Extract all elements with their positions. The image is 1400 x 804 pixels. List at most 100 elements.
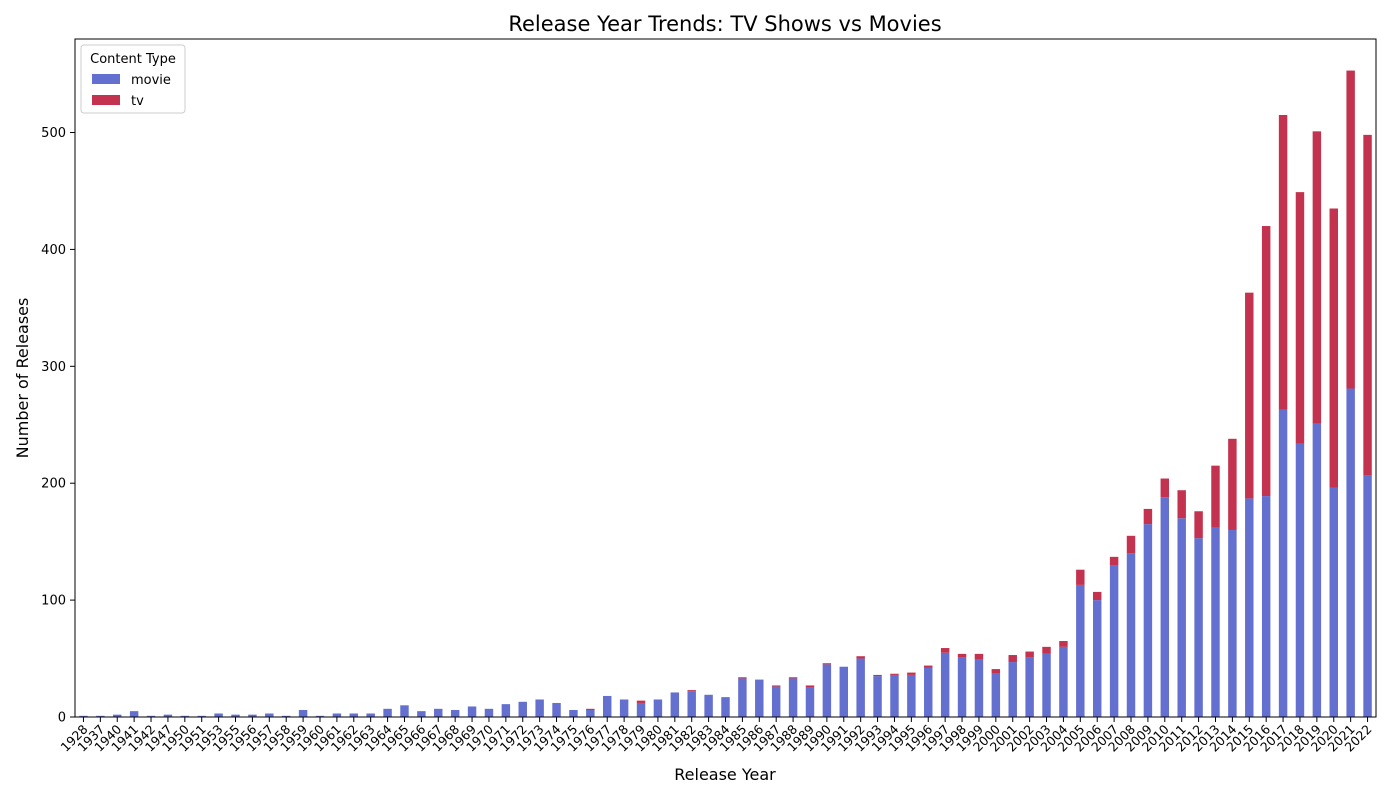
bar-tv-2007 [1109,556,1119,566]
bar-movie-1989 [805,687,815,717]
bar-movie-1971 [501,704,511,717]
bar-movie-2004 [1059,646,1068,717]
bar-movie-2009 [1143,524,1153,717]
bar-tv-2013 [1211,465,1220,528]
bar-tv-1976 [586,708,595,710]
bar-movie-2002 [1025,657,1034,717]
bar-movie-2019 [1312,423,1322,717]
bar-tv-2002 [1025,651,1034,658]
legend-swatch-movie [92,74,120,84]
bar-tv-1985 [738,677,747,679]
bar-movie-1953 [214,713,223,717]
bar-tv-2020 [1329,208,1338,488]
bar-movie-2000 [991,673,1001,717]
bar-movie-1984 [721,697,730,717]
bar-movie-2006 [1092,600,1102,717]
bar-movie-1965 [400,705,409,717]
bar-movie-1969 [467,706,477,717]
legend: Content Type movie tv [80,44,186,114]
bar-tv-1995 [907,672,916,675]
y-tick-label-400: 400 [41,243,66,258]
bar-movie-2008 [1126,553,1136,717]
bar-movie-1977 [603,695,612,717]
bar-movie-1942 [146,715,156,717]
bar-movie-2005 [1076,584,1085,717]
bar-movie-2010 [1160,497,1170,717]
bar-movie-1985 [738,678,747,717]
bar-movie-1976 [586,709,595,717]
bar-tv-1997 [940,648,950,653]
bar-tv-2005 [1076,569,1085,585]
bar-tv-1996 [924,665,933,668]
bar-movie-1974 [552,702,561,717]
bar-movie-1972 [518,701,527,717]
bar-movie-1999 [974,659,984,717]
bar-tv-2012 [1194,511,1203,539]
bar-movie-1963 [366,713,375,717]
bar-movie-2020 [1329,487,1338,717]
bar-movie-1940 [113,714,122,717]
bar-movie-1967 [434,708,443,717]
bar-tv-2011 [1177,490,1186,519]
y-tick-label-500: 500 [41,126,66,141]
bar-movie-1964 [383,708,392,717]
bar-movie-2014 [1228,529,1237,717]
bar-movie-1961 [332,713,342,717]
y-tick-label-0: 0 [58,711,66,726]
bar-tv-2022 [1363,134,1372,476]
legend-label-tv: tv [131,94,144,109]
bar-tv-2014 [1228,438,1237,530]
bar-tv-1982 [687,690,696,692]
bar-movie-1970 [484,708,494,717]
y-tick-label-100: 100 [41,594,66,609]
legend-label-movie: movie [131,73,171,88]
bar-movie-1928 [79,715,88,717]
bar-movie-2001 [1008,662,1017,717]
bar-movie-1968 [450,709,460,717]
bar-movie-1975 [569,709,578,717]
bar-movie-1982 [687,691,696,717]
bar-movie-1998 [957,657,967,717]
legend-title: Content Type [90,52,176,67]
bar-tv-2003 [1042,646,1051,654]
bar-movie-1955 [231,714,240,717]
bar-tv-2010 [1160,478,1170,498]
bar-tv-2006 [1092,591,1102,601]
bar-movie-1994 [890,674,899,717]
bar-movie-2012 [1194,538,1203,717]
bar-movie-2007 [1109,565,1119,717]
bar-movie-1960 [315,715,325,717]
bar-movie-2011 [1177,518,1186,717]
y-tick-label-300: 300 [41,360,66,375]
bar-movie-1996 [924,667,933,717]
bar-tv-2019 [1312,131,1322,424]
bar-tv-2016 [1261,226,1271,497]
bar-movie-2022 [1363,475,1372,717]
bar-movie-1950 [180,715,190,717]
bar-movie-1947 [163,714,173,717]
bar-tv-1994 [890,673,899,675]
bar-tv-1993 [873,674,882,677]
x-axis: 1928193719401941194219471950195119531955… [57,717,1375,755]
bar-movie-2015 [1245,498,1254,717]
bar-tv-2001 [1008,655,1017,663]
bar-movie-1973 [535,699,544,717]
bar-movie-1978 [619,699,629,717]
bar-tv-1979 [636,700,646,703]
bar-tv-2000 [991,669,1001,674]
bar-movie-1958 [281,715,291,717]
bar-movie-2021 [1346,388,1355,717]
bar-tv-2021 [1346,70,1355,389]
bar-tv-1999 [974,653,984,660]
y-tick-label-200: 200 [41,477,66,492]
bar-tv-1998 [957,653,967,658]
bar-tv-2009 [1143,508,1153,525]
bar-movie-1966 [417,711,426,717]
x-axis-label: Release Year [674,765,776,784]
bar-movie-1980 [653,699,663,717]
bar-movie-1959 [298,709,308,717]
bar-movie-1937 [96,715,105,717]
bar-movie-1988 [788,678,798,717]
bar-movie-1986 [755,679,764,717]
